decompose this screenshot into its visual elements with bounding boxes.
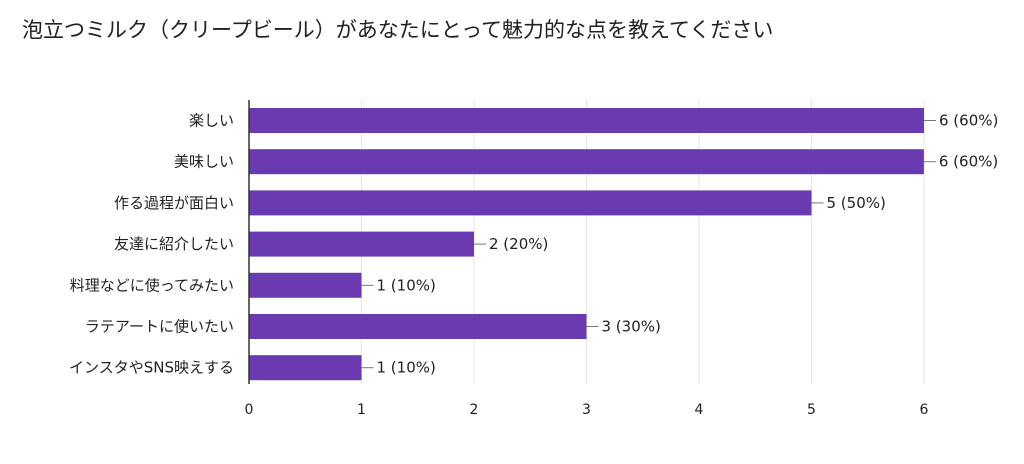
bars: [249, 108, 924, 381]
data-label: 1 (10%): [377, 276, 436, 294]
x-tick-label: 6: [920, 402, 929, 418]
bar: [249, 231, 474, 257]
category-label: 作る過程が面白い: [114, 194, 234, 212]
x-tick-label: 5: [807, 402, 816, 418]
x-tick-label: 1: [357, 402, 366, 418]
x-tick-label: 3: [582, 402, 591, 418]
bar: [249, 190, 812, 216]
category-label: 楽しい: [189, 112, 234, 130]
data-label: 6 (60%): [939, 153, 998, 171]
bar: [249, 149, 924, 175]
bar: [249, 272, 362, 298]
x-tick-label: 2: [470, 402, 479, 418]
bar: [249, 314, 587, 339]
category-label: インスタやSNS映えする: [69, 359, 234, 377]
bar: [249, 108, 924, 133]
data-label: 2 (20%): [489, 235, 548, 253]
data-label: 5 (50%): [827, 194, 886, 212]
chart-title: 泡立つミルク（クリープビール）があなたにとって魅力的な点を教えてください: [22, 18, 774, 42]
category-label: ラテアートに使いたい: [85, 318, 234, 336]
category-label: 料理などに使ってみたい: [70, 276, 234, 294]
data-label: 6 (60%): [939, 112, 998, 130]
x-tick-label: 0: [245, 402, 254, 418]
x-tick-label: 4: [695, 402, 704, 418]
category-label: 友達に紹介したい: [114, 235, 234, 253]
category-label: 美味しい: [174, 153, 234, 171]
data-label: 3 (30%): [602, 318, 661, 336]
bar: [249, 355, 362, 381]
data-label: 1 (10%): [377, 359, 436, 377]
labels: 0 1 2 3 4 5 6 楽しい 6 (60%) 美味しい 6 (60%) 作る過程が面白い 5 (5…: [69, 112, 998, 419]
